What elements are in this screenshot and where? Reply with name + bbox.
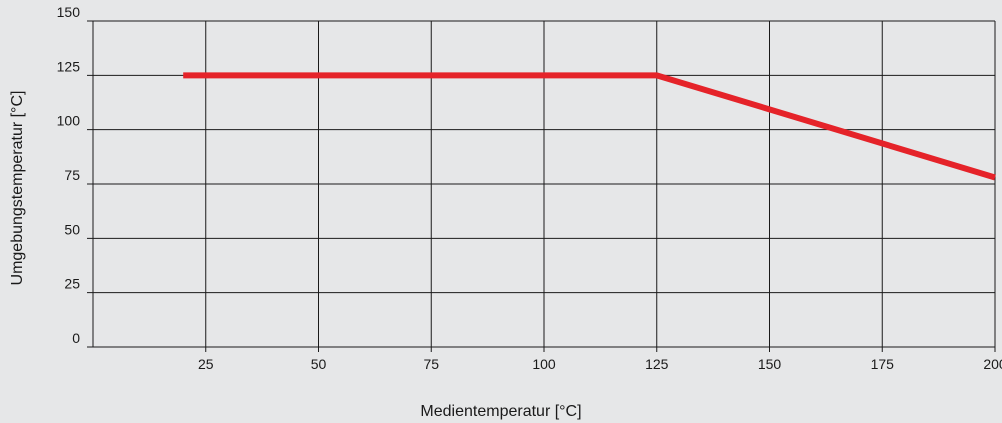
series-group (183, 72, 996, 181)
x-tick-label: 75 (423, 356, 439, 372)
y-axis-label: Umgebungstemperatur [°C] (9, 91, 26, 286)
grid (87, 20, 996, 352)
x-axis-ticks: 25 50 75 100 125 150 175 200 (198, 356, 1002, 372)
x-tick-label: 200 (983, 356, 1002, 372)
x-tick-label: 150 (758, 356, 782, 372)
x-tick-label: 100 (532, 356, 556, 372)
series-line-0 (183, 72, 996, 181)
y-tick-label: 50 (64, 221, 80, 237)
y-axis-ticks: 0 25 50 75 100 125 150 (57, 4, 81, 346)
x-tick-label: 25 (198, 356, 214, 372)
x-axis-label: Medientemperatur [°C] (420, 403, 581, 420)
x-tick-label: 175 (871, 356, 895, 372)
y-tick-label: 100 (57, 113, 81, 129)
x-tick-label: 50 (311, 356, 327, 372)
y-tick-label: 150 (57, 4, 81, 20)
y-tick-label: 25 (64, 276, 80, 292)
y-tick-label: 75 (64, 167, 80, 183)
y-tick-label: 125 (57, 58, 81, 74)
x-tick-label: 125 (645, 356, 669, 372)
y-tick-label: 0 (72, 330, 80, 346)
